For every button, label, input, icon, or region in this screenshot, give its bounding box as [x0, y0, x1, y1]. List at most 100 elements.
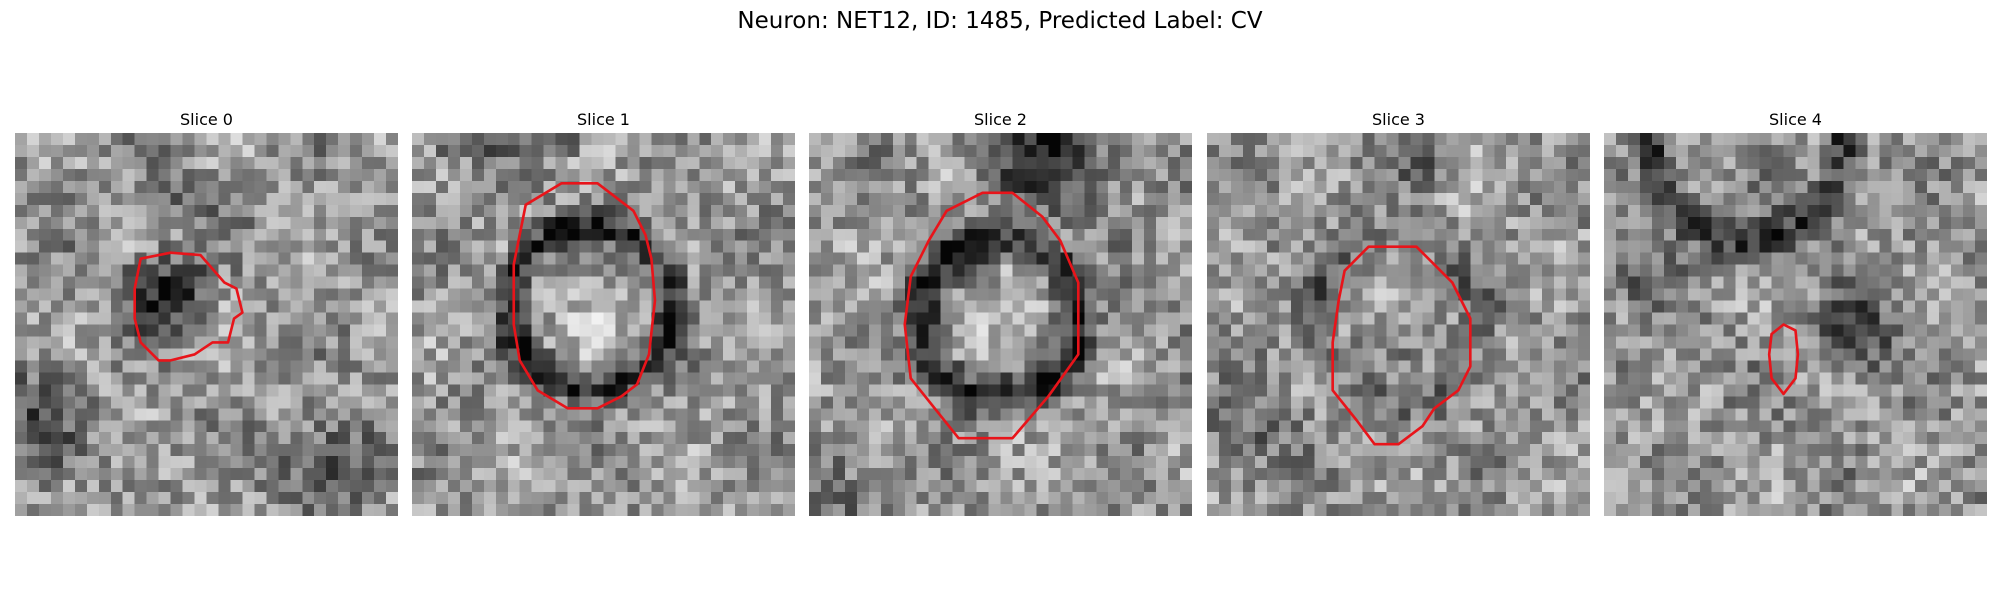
pixel [435, 432, 449, 445]
pixel [182, 288, 195, 301]
pixel [62, 408, 76, 421]
pixel [1012, 228, 1025, 241]
pixel [194, 204, 207, 218]
pixel [278, 168, 291, 182]
pixel [1639, 396, 1653, 409]
pixel [278, 216, 291, 229]
pixel [386, 396, 398, 409]
pixel [26, 432, 40, 445]
pixel [832, 480, 846, 493]
pixel [1879, 228, 1892, 241]
pixel [1180, 432, 1192, 445]
pixel [1207, 480, 1220, 493]
pixel [615, 420, 628, 433]
pixel [1242, 156, 1256, 170]
pixel [928, 372, 941, 385]
pixel [555, 288, 568, 301]
pixel [1506, 133, 1519, 146]
pixel [1470, 384, 1483, 397]
pixel [218, 456, 231, 469]
pixel [952, 300, 965, 313]
pixel [1639, 456, 1653, 469]
pixel [86, 228, 100, 241]
pixel [182, 228, 195, 241]
pixel [976, 300, 989, 313]
pixel [723, 216, 736, 229]
pixel [1771, 156, 1784, 170]
pixel [555, 192, 568, 206]
pixel [278, 312, 291, 325]
pixel [1302, 228, 1315, 241]
pixel [1711, 384, 1724, 397]
pixel [170, 228, 183, 241]
pixel [519, 420, 532, 433]
pixel [1218, 444, 1232, 457]
pixel [687, 336, 700, 349]
pixel [1012, 144, 1025, 158]
pixel [1699, 216, 1712, 229]
pixel [916, 384, 929, 397]
pixel [820, 336, 834, 349]
pixel [1120, 312, 1133, 325]
pixel [1627, 408, 1641, 421]
pixel [423, 192, 437, 206]
pixel [627, 420, 640, 433]
pixel [1566, 216, 1579, 229]
pixel [1060, 432, 1073, 445]
pixel [15, 216, 28, 229]
pixel [940, 252, 953, 265]
pixel [242, 444, 255, 457]
pixel [952, 372, 965, 385]
pixel [735, 168, 748, 182]
pixel [579, 348, 592, 361]
pixel [1254, 384, 1268, 397]
pixel [1915, 300, 1928, 313]
pixel [1120, 372, 1133, 385]
pixel [1747, 156, 1760, 170]
pixel [1290, 168, 1303, 182]
pixel [1843, 384, 1856, 397]
pixel [964, 288, 977, 301]
pixel [471, 432, 485, 445]
pixel [62, 312, 76, 325]
pixel [1422, 492, 1435, 505]
pixel [435, 480, 449, 493]
pixel [122, 372, 135, 385]
pixel [1807, 276, 1820, 289]
pixel [892, 252, 905, 265]
pixel [1036, 204, 1049, 218]
pixel [423, 180, 437, 194]
pixel [1735, 204, 1748, 218]
pixel [338, 276, 351, 289]
pixel [423, 324, 437, 337]
pixel [1891, 324, 1904, 337]
pixel [447, 240, 461, 253]
pixel [1302, 144, 1315, 158]
pixel [988, 192, 1001, 206]
pixel [1168, 204, 1181, 218]
pixel [1783, 384, 1796, 397]
pixel [1302, 408, 1315, 421]
pixel [1386, 276, 1399, 289]
pixel [651, 444, 664, 457]
pixel [1180, 504, 1192, 516]
pixel [1747, 180, 1760, 194]
pixel [1831, 372, 1844, 385]
pixel [591, 336, 604, 349]
pixel [1759, 240, 1772, 253]
pixel [1374, 216, 1387, 229]
pixel [1266, 133, 1280, 146]
pixel [158, 432, 171, 445]
pixel [1374, 192, 1387, 206]
pixel [1266, 144, 1280, 158]
pixel [1530, 240, 1543, 253]
pixel [1627, 384, 1641, 397]
pixel [495, 312, 508, 325]
slice-panel-1: Slice 1 [412, 108, 795, 516]
pixel [62, 156, 76, 170]
pixel [1494, 228, 1507, 241]
pixel [1242, 216, 1256, 229]
pixel [1302, 456, 1315, 469]
pixel [459, 252, 473, 265]
slice-panel-0: Slice 0 [15, 108, 398, 516]
